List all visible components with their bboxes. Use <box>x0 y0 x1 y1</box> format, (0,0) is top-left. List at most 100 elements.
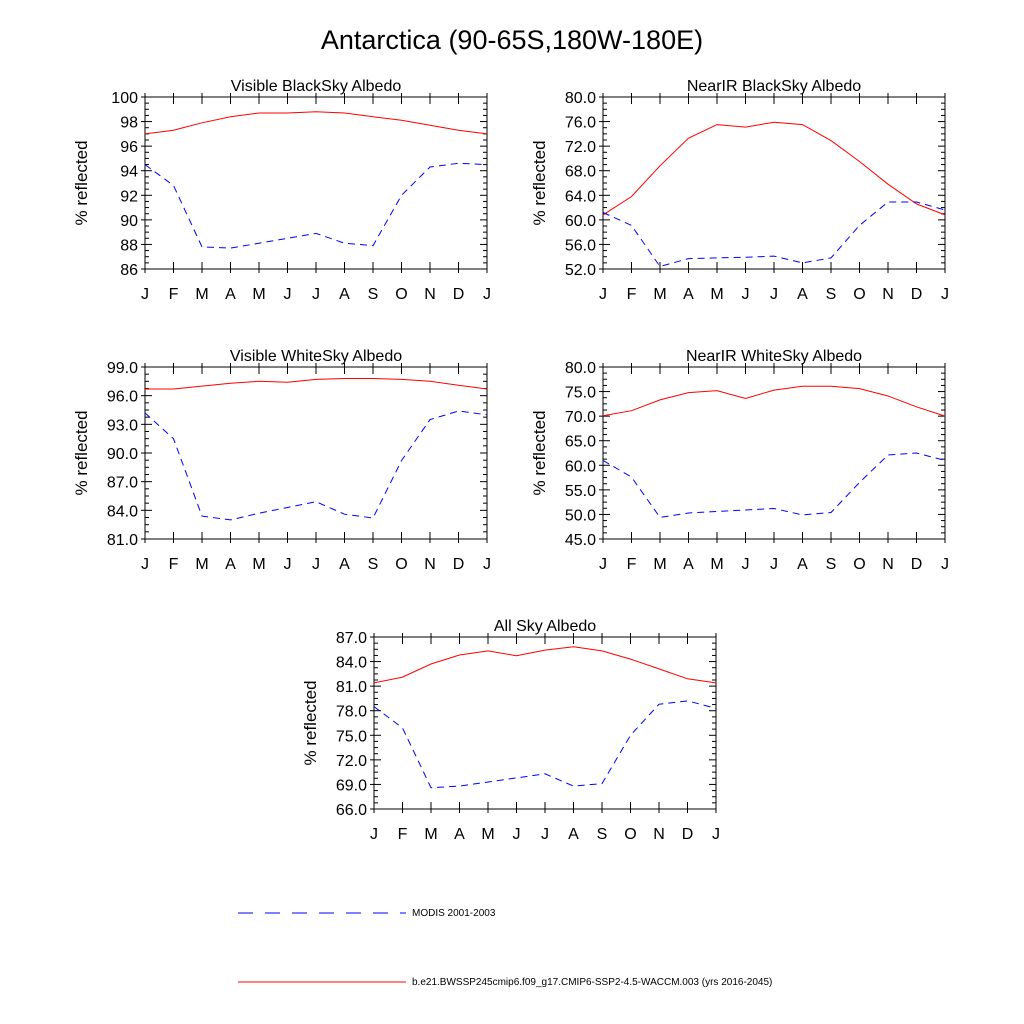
y-tick-label: 65.0 <box>565 434 596 451</box>
x-tick-label: J <box>312 556 320 573</box>
panel-5: All Sky Albedo % reflected 66.0 69.0 72.0 75.… <box>301 618 720 843</box>
x-tick-label: M <box>195 286 208 303</box>
y-tick-label: 98 <box>120 115 138 132</box>
y-axis-label: % reflected <box>301 680 320 765</box>
x-tick-label: A <box>683 556 694 573</box>
y-tick-label: 96 <box>120 139 138 156</box>
x-tick-label: D <box>682 826 694 843</box>
y-tick-label: 93.0 <box>107 417 138 434</box>
panel-title: NearIR BlackSky Albedo <box>687 78 861 95</box>
series-line-model <box>144 111 488 135</box>
y-axis-label: % reflected <box>72 140 91 225</box>
x-tick-label: O <box>853 286 865 303</box>
y-tick-label: 90 <box>120 213 138 230</box>
x-tick-label: O <box>395 556 407 573</box>
legend-label-model: b.e21.BWSSP245cmip6.f09_g17.CMIP6-SSP2-4… <box>412 977 772 988</box>
x-tick-label: F <box>398 826 408 843</box>
figure-title: Antarctica (90-65S,180W-180E) <box>321 25 703 55</box>
x-tick-label: N <box>424 556 436 573</box>
legend-label-modis: MODIS 2001-2003 <box>412 908 496 919</box>
y-tick-label: 68.0 <box>565 164 596 181</box>
x-tick-label: J <box>770 286 778 303</box>
panel-title: Visible BlackSky Albedo <box>231 78 402 95</box>
x-tick-label: N <box>653 826 665 843</box>
series-line-modis <box>144 162 488 249</box>
y-tick-label: 70.0 <box>565 409 596 426</box>
series-line-model <box>145 378 488 390</box>
x-tick-label: J <box>141 556 149 573</box>
y-tick-label: 84.0 <box>336 655 367 672</box>
panel-title: All Sky Albedo <box>494 618 596 635</box>
x-tick-label: J <box>541 826 549 843</box>
x-tick-label: D <box>911 556 923 573</box>
x-tick-label: M <box>710 556 723 573</box>
plot-frame <box>602 366 946 540</box>
series-line-model <box>602 385 946 417</box>
y-tick-label: 55.0 <box>565 483 596 500</box>
x-tick-label: M <box>653 556 666 573</box>
x-tick-label: D <box>911 286 923 303</box>
x-tick-label: O <box>395 286 407 303</box>
y-tick-label: 81.0 <box>107 532 138 549</box>
y-axis-label: % reflected <box>72 410 91 495</box>
series-line-model <box>373 646 717 684</box>
x-tick-label: M <box>252 556 265 573</box>
x-tick-label: J <box>370 826 378 843</box>
x-tick-label: S <box>826 286 837 303</box>
x-tick-label: M <box>195 556 208 573</box>
y-tick-label: 64.0 <box>565 188 596 205</box>
y-tick-label: 84.0 <box>107 503 138 520</box>
x-tick-label: O <box>853 556 865 573</box>
x-tick-label: S <box>368 286 379 303</box>
plot-frame <box>602 96 946 270</box>
x-tick-label: A <box>797 286 808 303</box>
x-tick-label: J <box>284 286 292 303</box>
x-tick-label: J <box>742 286 750 303</box>
x-tick-label: O <box>624 826 636 843</box>
x-tick-label: J <box>941 556 949 573</box>
x-tick-label: F <box>169 286 179 303</box>
x-tick-label: M <box>481 826 494 843</box>
series-line-modis <box>602 452 946 518</box>
panel-4: NearIR WhiteSky Albedo % reflected 45.0 50.… <box>530 348 949 573</box>
y-tick-label: 90.0 <box>107 446 138 463</box>
y-tick-label: 69.0 <box>336 777 367 794</box>
x-tick-label: J <box>599 556 607 573</box>
series-line-modis <box>144 410 488 521</box>
x-tick-label: D <box>453 556 465 573</box>
x-tick-label: A <box>454 826 465 843</box>
x-tick-label: J <box>513 826 521 843</box>
x-tick-label: S <box>597 826 608 843</box>
x-tick-label: A <box>568 826 579 843</box>
x-tick-label: J <box>941 286 949 303</box>
panel-3: Visible WhiteSky Albedo % reflected 81.0 84… <box>72 348 491 573</box>
x-tick-label: M <box>424 826 437 843</box>
x-tick-label: A <box>339 286 350 303</box>
y-tick-label: 88 <box>120 237 138 254</box>
x-tick-label: A <box>339 556 350 573</box>
y-axis-label: % reflected <box>530 140 549 225</box>
y-tick-label: 78.0 <box>336 704 367 721</box>
x-tick-label: J <box>483 286 491 303</box>
x-tick-label: J <box>770 556 778 573</box>
x-tick-label: M <box>252 286 265 303</box>
x-tick-label: F <box>169 556 179 573</box>
x-tick-label: J <box>284 556 292 573</box>
plot-frame <box>373 636 717 810</box>
x-tick-label: D <box>453 286 465 303</box>
x-tick-label: J <box>599 286 607 303</box>
x-tick-label: A <box>225 556 236 573</box>
y-tick-label: 80.0 <box>565 360 596 377</box>
y-tick-label: 80.0 <box>565 90 596 107</box>
y-tick-label: 100 <box>111 90 138 107</box>
panel-1: Visible BlackSky Albedo % reflected 86 88 90… <box>72 78 491 303</box>
panel-2: NearIR BlackSky Albedo % reflected 52.0 56.… <box>530 78 949 303</box>
y-tick-label: 94 <box>120 164 138 181</box>
x-tick-label: N <box>882 286 894 303</box>
y-tick-label: 87.0 <box>107 475 138 492</box>
x-tick-label: N <box>882 556 894 573</box>
x-tick-label: S <box>368 556 379 573</box>
panels: Visible BlackSky Albedo % reflected 86 88 90… <box>72 78 949 843</box>
x-tick-label: J <box>312 286 320 303</box>
